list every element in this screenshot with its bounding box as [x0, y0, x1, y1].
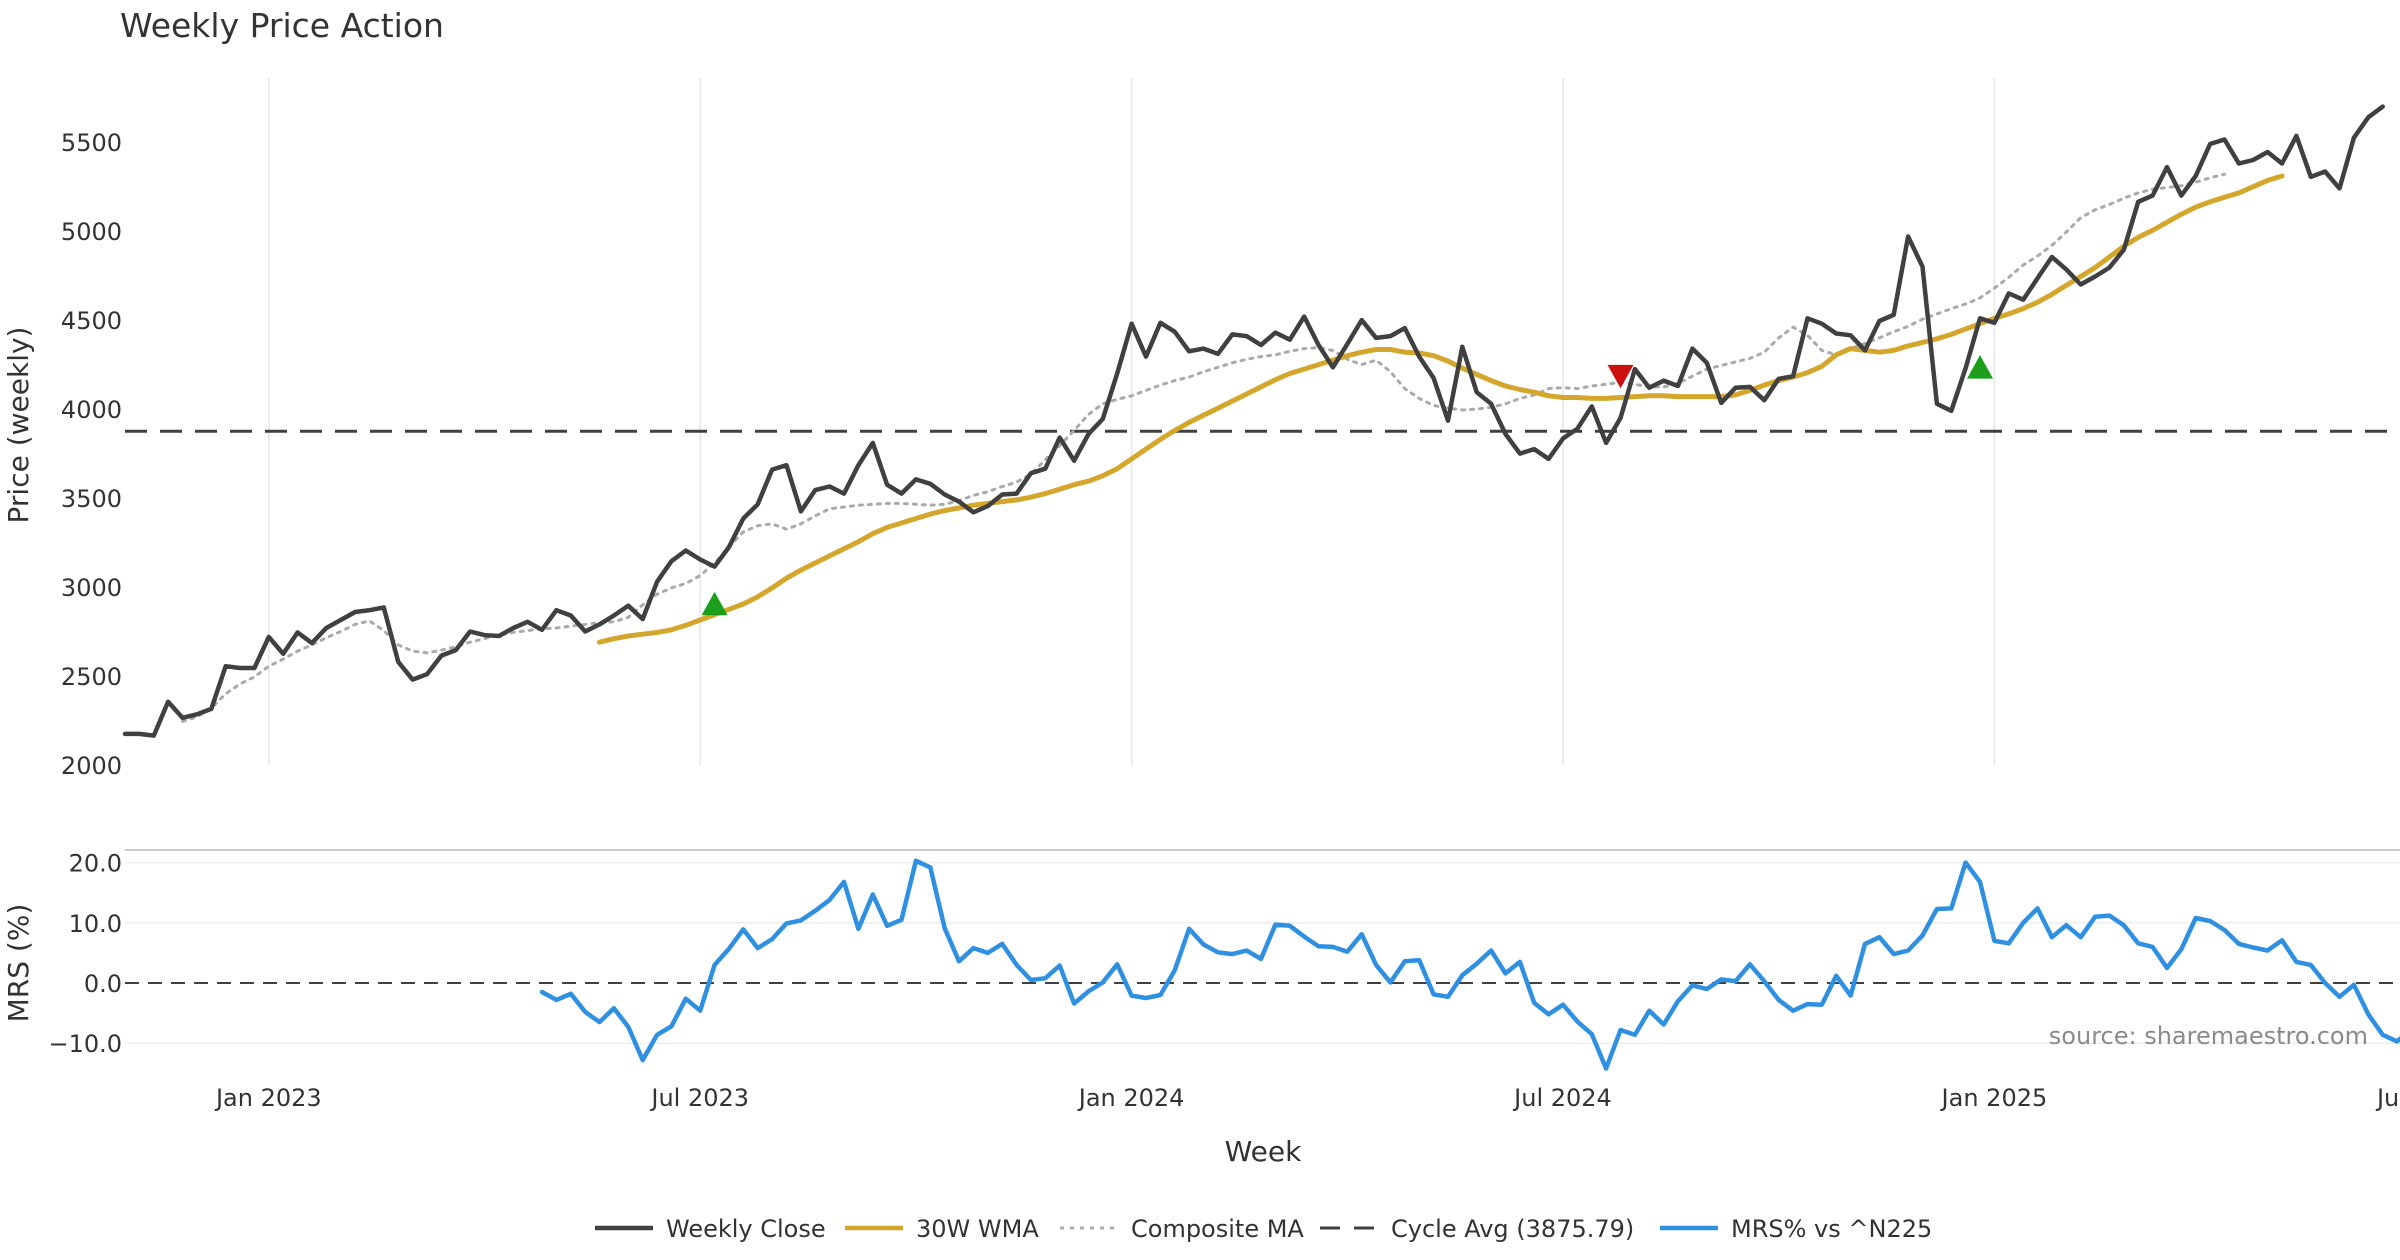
sell-signal-marker: [1607, 364, 1634, 389]
x-tick-label: Jul 2024: [1512, 1084, 1612, 1112]
legend: Weekly Close 30W WMA Composite MA Cycle Avg…: [595, 1215, 1932, 1243]
mrs-y-tick-label: −10.0: [48, 1030, 122, 1058]
price-y-tick-label: 3500: [61, 485, 122, 513]
price-y-tick-label: 5500: [61, 129, 122, 157]
price-y-tick-label: 4000: [61, 396, 122, 424]
x-tick-label: Jul 2023: [649, 1084, 749, 1112]
x-tick-label: Jul 2025: [2375, 1084, 2400, 1112]
x-tick-label: Jan 2024: [1077, 1084, 1185, 1112]
price-y-tick-label: 2500: [61, 663, 122, 691]
mrs-y-axis-label: MRS (%): [2, 904, 35, 1023]
legend-label: Weekly Close: [666, 1215, 826, 1243]
price-y-tick-label: 4500: [61, 307, 122, 335]
x-tick-label: Jan 2025: [1940, 1084, 2048, 1112]
legend-label: MRS% vs ^N225: [1731, 1215, 1932, 1243]
price-y-axis-label: Price (weekly): [2, 327, 35, 524]
mrs-y-tick-label: 20.0: [69, 850, 122, 878]
price-y-tick-label: 2000: [61, 752, 122, 780]
mrs-y-tick-label: 10.0: [69, 910, 122, 938]
buy-signal-marker: [1967, 355, 1994, 379]
legend-label: Composite MA: [1131, 1215, 1304, 1243]
chart-title: Weekly Price Action: [120, 6, 444, 45]
legend-label: Cycle Avg (3875.79): [1391, 1215, 1634, 1243]
composite-ma-line: [181, 172, 2226, 723]
x-tick-label: Jan 2023: [214, 1084, 322, 1112]
x-axis-label: Week: [1225, 1135, 1302, 1168]
legend-label: 30W WMA: [916, 1215, 1039, 1243]
wma-30w-line: [597, 173, 2285, 645]
price-y-tick-label: 5000: [61, 218, 122, 246]
weekly-close-line: [122, 104, 2385, 738]
mrs-y-tick-label: 0.0: [84, 970, 122, 998]
source-note: source: sharemaestro.com: [2049, 1022, 2368, 1050]
price-y-tick-label: 3000: [61, 574, 122, 602]
buy-signal-marker: [701, 591, 728, 616]
mrs-line: [539, 858, 2400, 1071]
